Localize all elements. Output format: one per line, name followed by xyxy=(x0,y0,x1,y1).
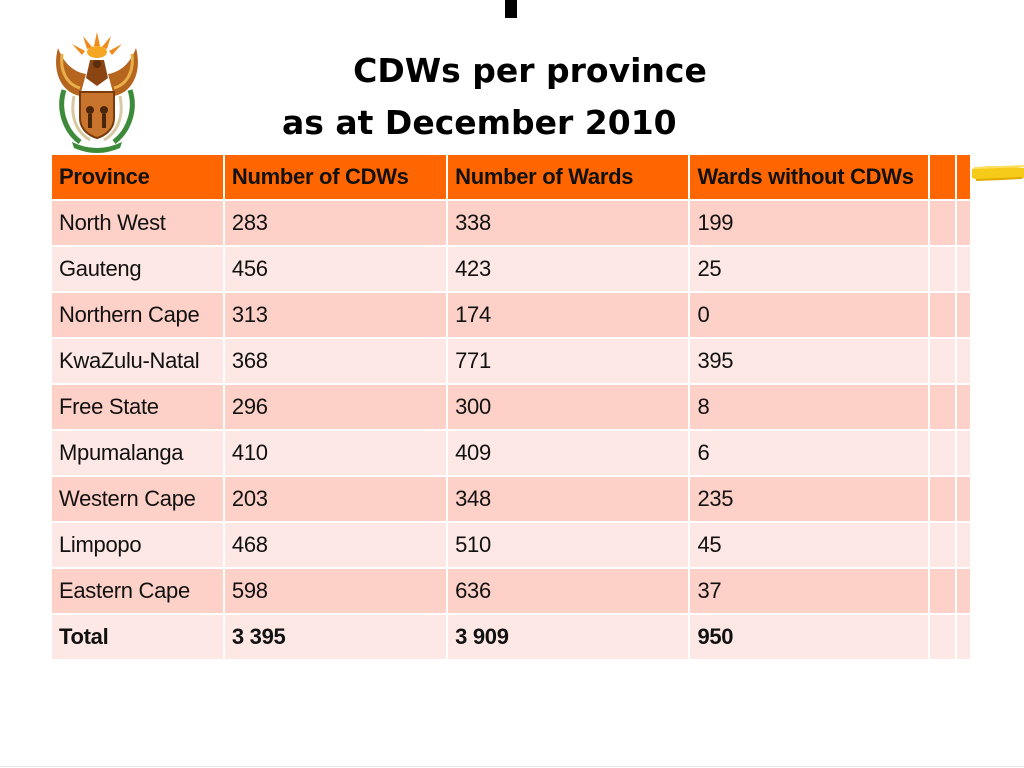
cell-empty xyxy=(955,384,973,431)
cell-empty xyxy=(928,430,957,477)
cell-cdws: 598 xyxy=(223,568,449,615)
total-label: Total xyxy=(52,614,225,661)
cell-province: Northern Cape xyxy=(52,292,225,339)
cell-cdws: 468 xyxy=(223,522,449,569)
table-row: Western Cape 203 348 235 xyxy=(52,476,973,523)
cell-wards: 771 xyxy=(447,338,691,385)
title-line-2: as at December 2010 xyxy=(282,103,677,142)
cell-wards: 636 xyxy=(447,568,691,615)
cell-empty xyxy=(955,614,973,661)
table-row: Free State 296 300 8 xyxy=(52,384,973,431)
footer-divider xyxy=(0,766,1024,767)
cell-wards-without: 199 xyxy=(689,200,930,247)
cell-empty xyxy=(955,200,973,247)
cell-wards: 348 xyxy=(447,476,691,523)
cell-cdws: 410 xyxy=(223,430,449,477)
cell-empty xyxy=(955,430,973,477)
cell-wards: 510 xyxy=(447,522,691,569)
cell-wards: 338 xyxy=(447,200,691,247)
table-row: Northern Cape 313 174 0 xyxy=(52,292,973,339)
cell-wards-without: 37 xyxy=(689,568,930,615)
header-empty-2 xyxy=(955,155,973,201)
table-row: Limpopo 468 510 45 xyxy=(52,522,973,569)
table-row: Gauteng 456 423 25 xyxy=(52,246,973,293)
cell-wards: 409 xyxy=(447,430,691,477)
cell-empty xyxy=(928,568,957,615)
cell-cdws: 203 xyxy=(223,476,449,523)
cell-province: Western Cape xyxy=(52,476,225,523)
cell-empty xyxy=(955,292,973,339)
header-wards-without-cdws: Wards without CDWs xyxy=(689,155,930,201)
cell-empty xyxy=(928,200,957,247)
cell-cdws: 313 xyxy=(223,292,449,339)
cell-province: Limpopo xyxy=(52,522,225,569)
cell-wards-without: 45 xyxy=(689,522,930,569)
cell-empty xyxy=(928,338,957,385)
header-empty-1 xyxy=(928,155,957,201)
cdw-table: Province Number of CDWs Number of Wards … xyxy=(52,155,973,661)
cell-empty xyxy=(955,568,973,615)
cell-province: Gauteng xyxy=(52,246,225,293)
table-header-row: Province Number of CDWs Number of Wards … xyxy=(52,155,973,201)
cell-empty xyxy=(955,338,973,385)
cell-cdws: 296 xyxy=(223,384,449,431)
header-number-of-cdws: Number of CDWs xyxy=(223,155,449,201)
cell-empty xyxy=(928,476,957,523)
cell-empty xyxy=(928,292,957,339)
brush-stroke-decoration xyxy=(968,158,1024,188)
cell-province: KwaZulu-Natal xyxy=(52,338,225,385)
cell-wards: 300 xyxy=(447,384,691,431)
cell-wards-without: 0 xyxy=(689,292,930,339)
cell-empty xyxy=(955,246,973,293)
table-total-row: Total 3 395 3 909 950 xyxy=(52,614,973,661)
cell-empty xyxy=(928,246,957,293)
table-row: North West 283 338 199 xyxy=(52,200,973,247)
cell-province: Free State xyxy=(52,384,225,431)
cell-wards-without: 235 xyxy=(689,476,930,523)
cell-empty xyxy=(955,476,973,523)
cell-province: Eastern Cape xyxy=(52,568,225,615)
coat-of-arms-icon xyxy=(50,30,144,154)
header-province: Province xyxy=(52,155,225,201)
total-cdws: 3 395 xyxy=(223,614,449,661)
cell-wards-without: 395 xyxy=(689,338,930,385)
total-wards: 3 909 xyxy=(447,614,691,661)
table-row: Mpumalanga 410 409 6 xyxy=(52,430,973,477)
title-line-1: CDWs per province xyxy=(353,51,707,90)
cell-empty xyxy=(928,384,957,431)
cell-empty xyxy=(955,522,973,569)
header-number-of-wards: Number of Wards xyxy=(447,155,691,201)
cell-wards-without: 8 xyxy=(689,384,930,431)
cell-province: Mpumalanga xyxy=(52,430,225,477)
cell-wards: 423 xyxy=(447,246,691,293)
table-row: KwaZulu-Natal 368 771 395 xyxy=(52,338,973,385)
cell-cdws: 368 xyxy=(223,338,449,385)
total-wards-without: 950 xyxy=(689,614,930,661)
cell-wards-without: 25 xyxy=(689,246,930,293)
cell-province: North West xyxy=(52,200,225,247)
top-mark xyxy=(505,0,517,18)
cell-cdws: 283 xyxy=(223,200,449,247)
cell-wards: 174 xyxy=(447,292,691,339)
cell-empty xyxy=(928,614,957,661)
cell-wards-without: 6 xyxy=(689,430,930,477)
cell-empty xyxy=(928,522,957,569)
table-row: Eastern Cape 598 636 37 xyxy=(52,568,973,615)
cell-cdws: 456 xyxy=(223,246,449,293)
